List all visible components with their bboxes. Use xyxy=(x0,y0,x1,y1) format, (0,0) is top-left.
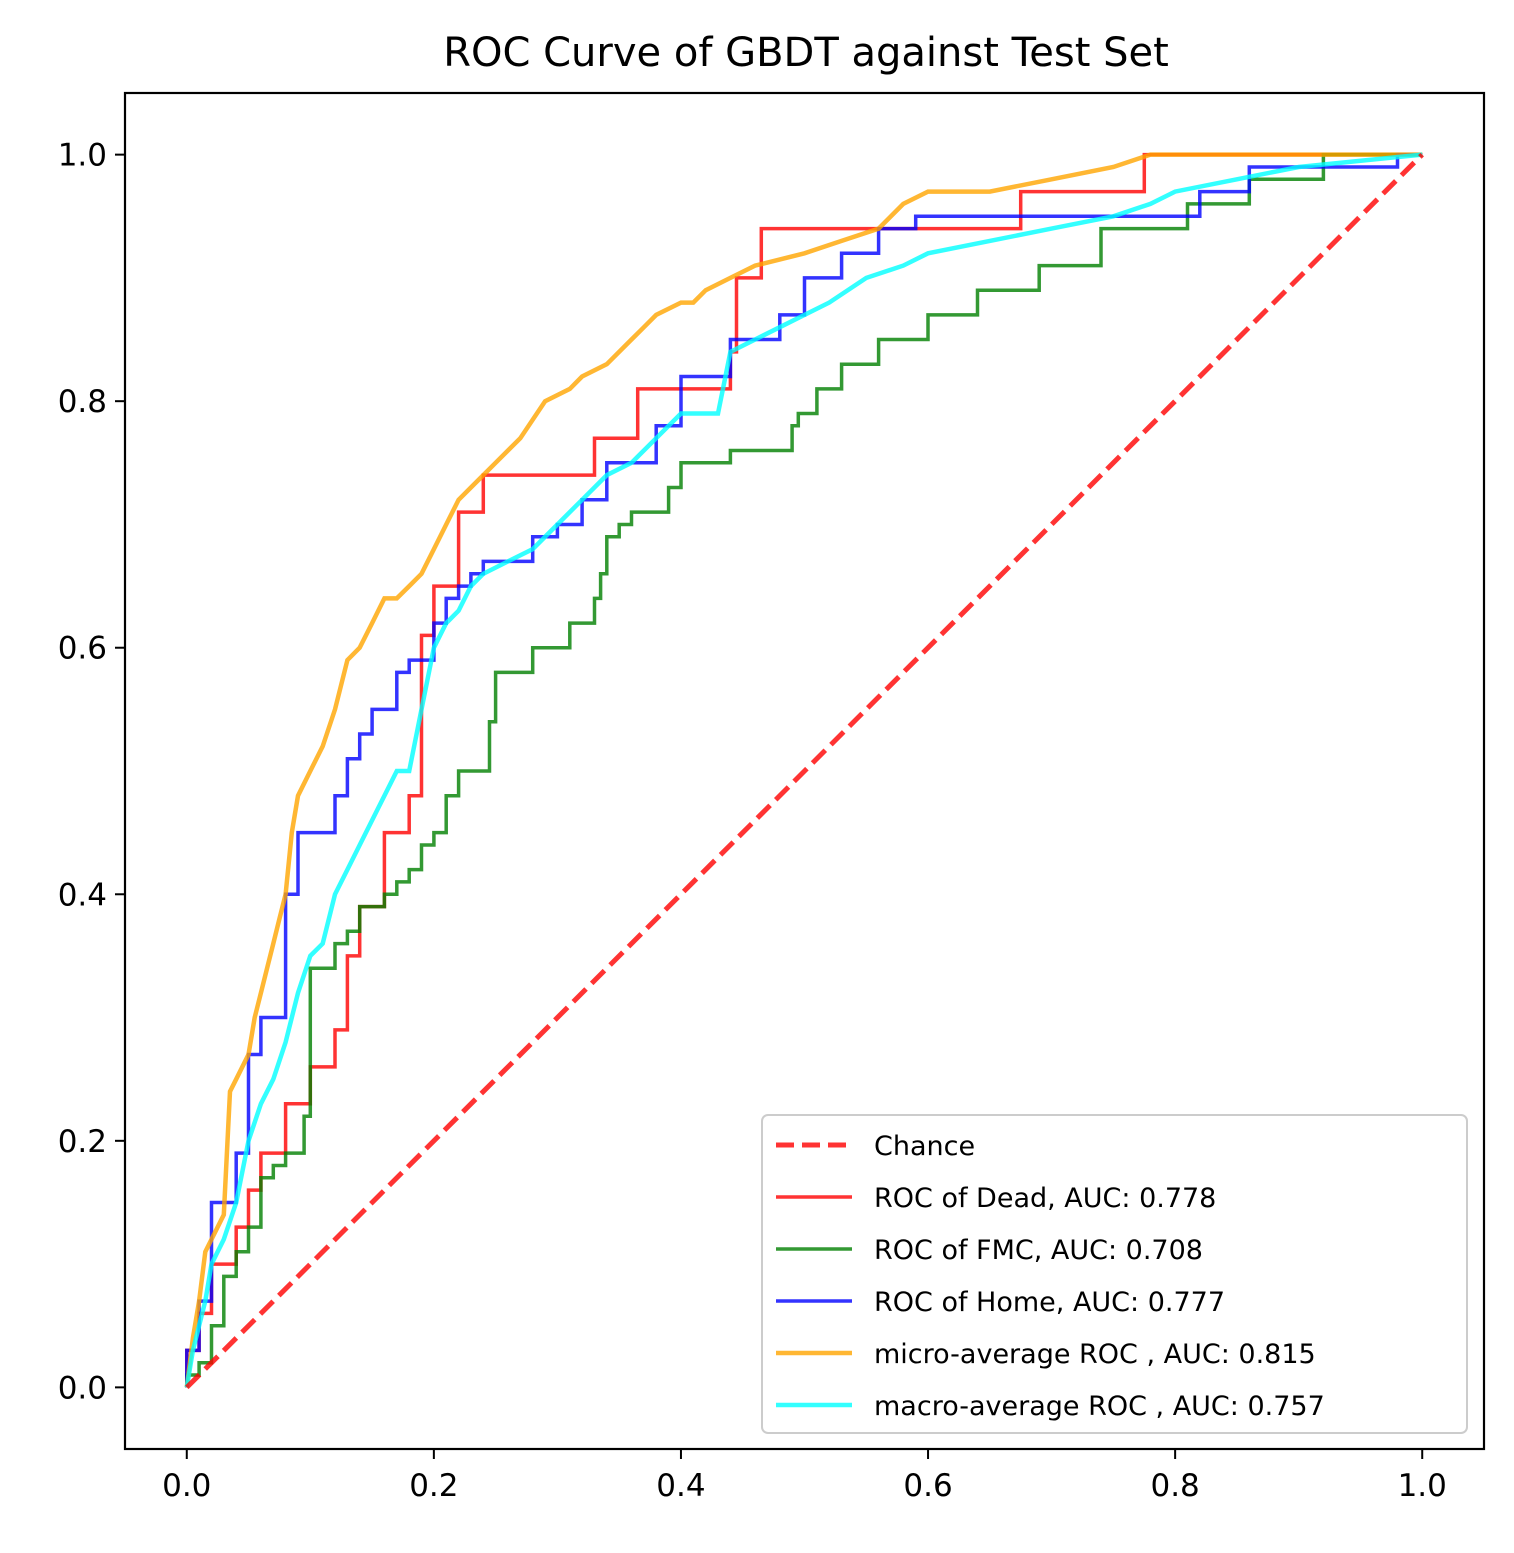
series-line-5 xyxy=(184,152,1423,1388)
legend-box xyxy=(761,1114,1468,1434)
y-tick-label: 1.0 xyxy=(58,138,107,174)
legend-label: ROC of Dead, AUC: 0.778 xyxy=(874,1183,1216,1214)
y-tick-label: 0.0 xyxy=(58,1370,107,1406)
series-line-4 xyxy=(184,152,1423,1388)
x-tick-label: 0.4 xyxy=(656,1468,705,1504)
y-axis: 0.0 0.2 0.4 0.6 0.8 1.0 xyxy=(58,138,125,1406)
series-lines xyxy=(184,152,1424,1390)
x-tick-label: 0.0 xyxy=(162,1468,211,1504)
legend-label: ROC of Home, AUC: 0.777 xyxy=(874,1287,1225,1318)
y-tick-label: 0.2 xyxy=(58,1124,107,1160)
legend-label: ROC of FMC, AUC: 0.708 xyxy=(874,1235,1203,1266)
y-tick-label: 0.6 xyxy=(58,631,107,667)
legend-label: macro-average ROC , AUC: 0.757 xyxy=(874,1391,1325,1422)
chart-title: ROC Curve of GBDT against Test Set xyxy=(443,30,1169,76)
x-tick-label: 1.0 xyxy=(1398,1468,1447,1504)
y-tick-label: 0.4 xyxy=(58,877,107,913)
x-tick-label: 0.8 xyxy=(1150,1468,1199,1504)
legend-label: Chance xyxy=(874,1131,975,1162)
series-line-0 xyxy=(185,152,1424,1390)
x-tick-label: 0.6 xyxy=(903,1468,952,1504)
y-tick-label: 0.8 xyxy=(58,384,107,420)
x-axis: 0.0 0.2 0.4 0.6 0.8 1.0 xyxy=(162,1449,1447,1504)
x-tick-label: 0.2 xyxy=(409,1468,458,1504)
series-line-2 xyxy=(185,152,1423,1388)
legend-label: micro-average ROC , AUC: 0.815 xyxy=(874,1339,1316,1370)
legend: Chance ROC of Dead, AUC: 0.778 ROC of FMC,… xyxy=(761,1114,1468,1434)
